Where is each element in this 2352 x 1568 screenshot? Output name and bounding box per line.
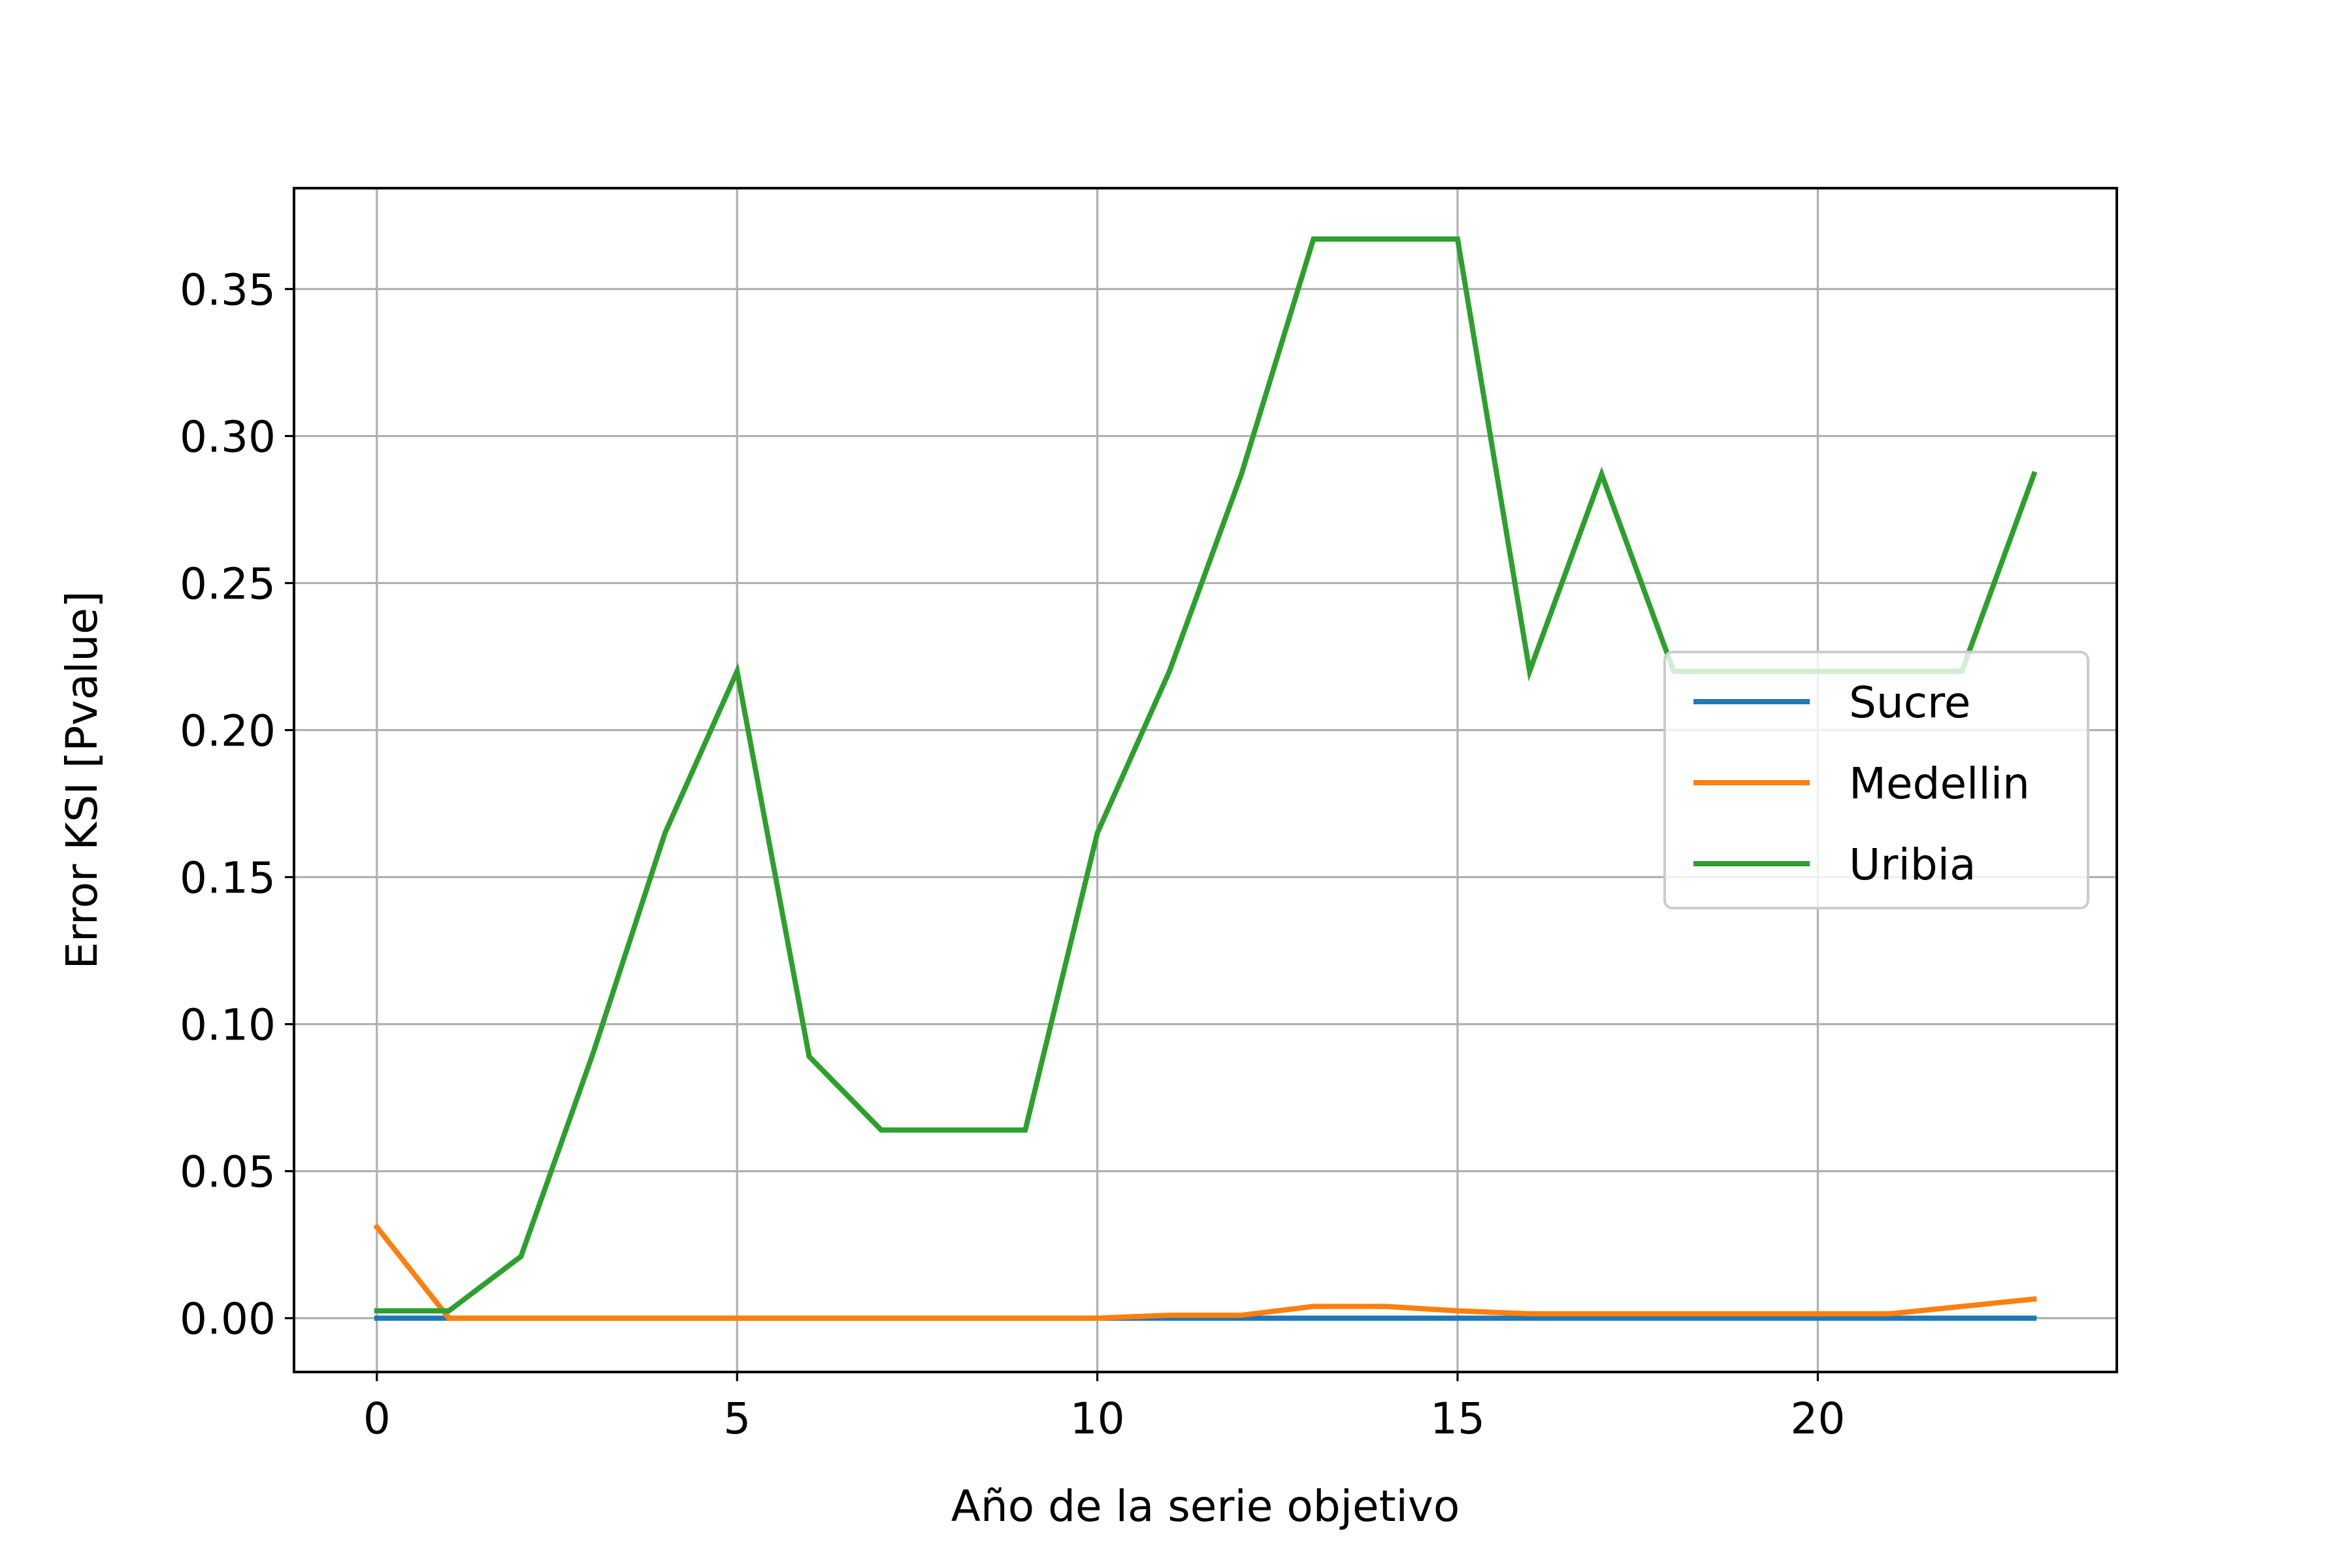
y-tick-label: 0.30 xyxy=(180,412,276,462)
y-tick-label: 0.10 xyxy=(180,1000,276,1051)
legend-label-uribia: Uribia xyxy=(1849,840,1976,890)
y-tick-label: 0.35 xyxy=(180,265,276,315)
legend: Sucre Medellin Uribia xyxy=(1663,651,2089,909)
x-tick-label: 0 xyxy=(363,1394,391,1444)
y-axis-label: Error KSI [Pvalue] xyxy=(57,591,107,969)
axis-ticks: 0 5 10 15 20 0.00 0.05 0.10 0.15 0.20 0.25 0.30 0.35 xyxy=(180,265,1845,1444)
plot-frame xyxy=(293,187,2118,1373)
x-tick-label: 15 xyxy=(1430,1394,1485,1444)
y-tick-label: 0.20 xyxy=(180,706,276,756)
y-tick-label: 0.05 xyxy=(180,1147,276,1198)
x-tick-label: 5 xyxy=(723,1394,751,1444)
x-tick-label: 20 xyxy=(1790,1394,1845,1444)
legend-label-medellin: Medellin xyxy=(1849,759,2030,809)
legend-label-sucre: Sucre xyxy=(1849,678,1970,728)
x-axis-label: Año de la serie objetivo xyxy=(951,1481,1460,1531)
y-tick-label: 0.25 xyxy=(180,559,276,609)
series-line-medellin xyxy=(373,1223,2037,1321)
y-tick-label: 0.00 xyxy=(180,1294,276,1345)
legend-box xyxy=(1663,651,2089,909)
y-tick-label: 0.15 xyxy=(180,853,276,904)
x-tick-label: 10 xyxy=(1070,1394,1125,1444)
